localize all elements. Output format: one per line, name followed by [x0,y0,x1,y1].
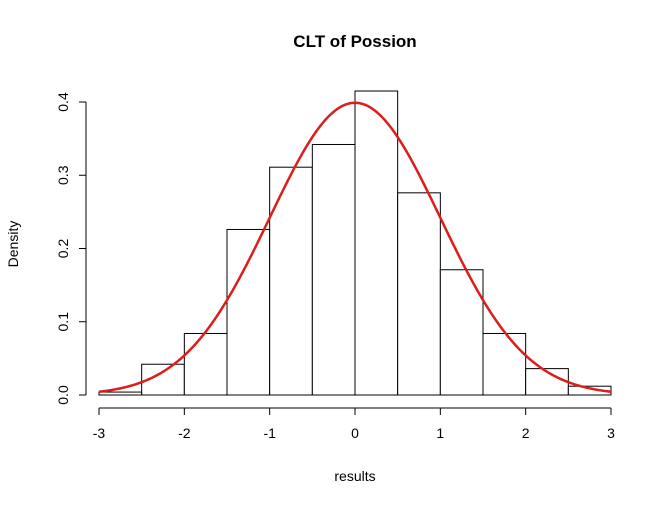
x-tick-label-5: 2 [522,425,530,441]
histogram-bar-3 [226,228,271,396]
normal-density-curve [98,101,612,393]
histogram-bar-6 [354,90,399,396]
y-axis: 0.0 0.1 0.2 0.3 0.4 [55,92,87,405]
x-tick-label-3: 0 [351,425,359,441]
x-tick-label-2: -1 [263,425,276,441]
y-tick-label-3: 0.3 [55,165,71,185]
x-tick-label-1: -2 [178,425,191,441]
x-tick-label-4: 1 [436,425,444,441]
chart-title: CLT of Possion [293,32,416,51]
histogram-bar-9 [482,332,527,396]
histogram-bars [98,90,612,396]
x-axis-label: results [334,468,375,484]
y-tick-label-2: 0.2 [55,239,71,259]
histogram-bar-8 [439,269,484,396]
histogram-bar-4 [269,166,313,396]
x-axis: -3 -2 -1 0 1 2 3 [93,407,615,441]
y-axis-label: Density [5,221,21,268]
histogram-bar-2 [183,332,228,396]
histogram-bar-5 [311,143,356,396]
histogram-bar-7 [397,192,441,396]
y-tick-label-1: 0.1 [55,312,71,332]
y-tick-label-0: 0.0 [55,385,71,405]
y-tick-label-4: 0.4 [55,92,71,112]
histogram-bar-0 [98,391,143,396]
x-tick-label-6: 3 [607,425,615,441]
x-tick-label-0: -3 [93,425,106,441]
